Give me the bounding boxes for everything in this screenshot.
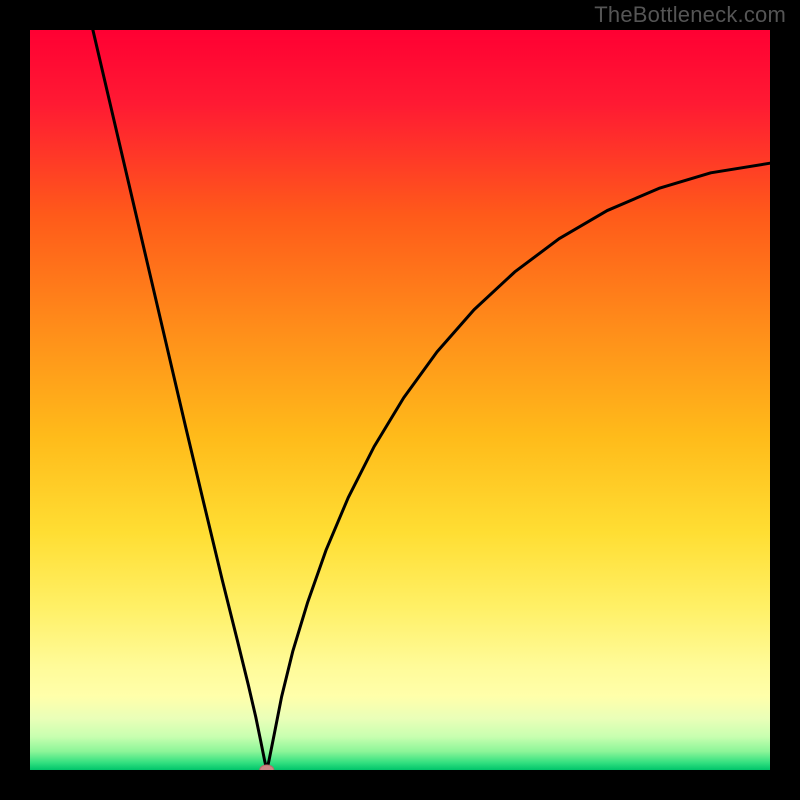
watermark-text: TheBottleneck.com	[594, 2, 786, 28]
plot-background	[30, 30, 770, 770]
chart-container: TheBottleneck.com	[0, 0, 800, 800]
bottleneck-chart	[0, 0, 800, 800]
